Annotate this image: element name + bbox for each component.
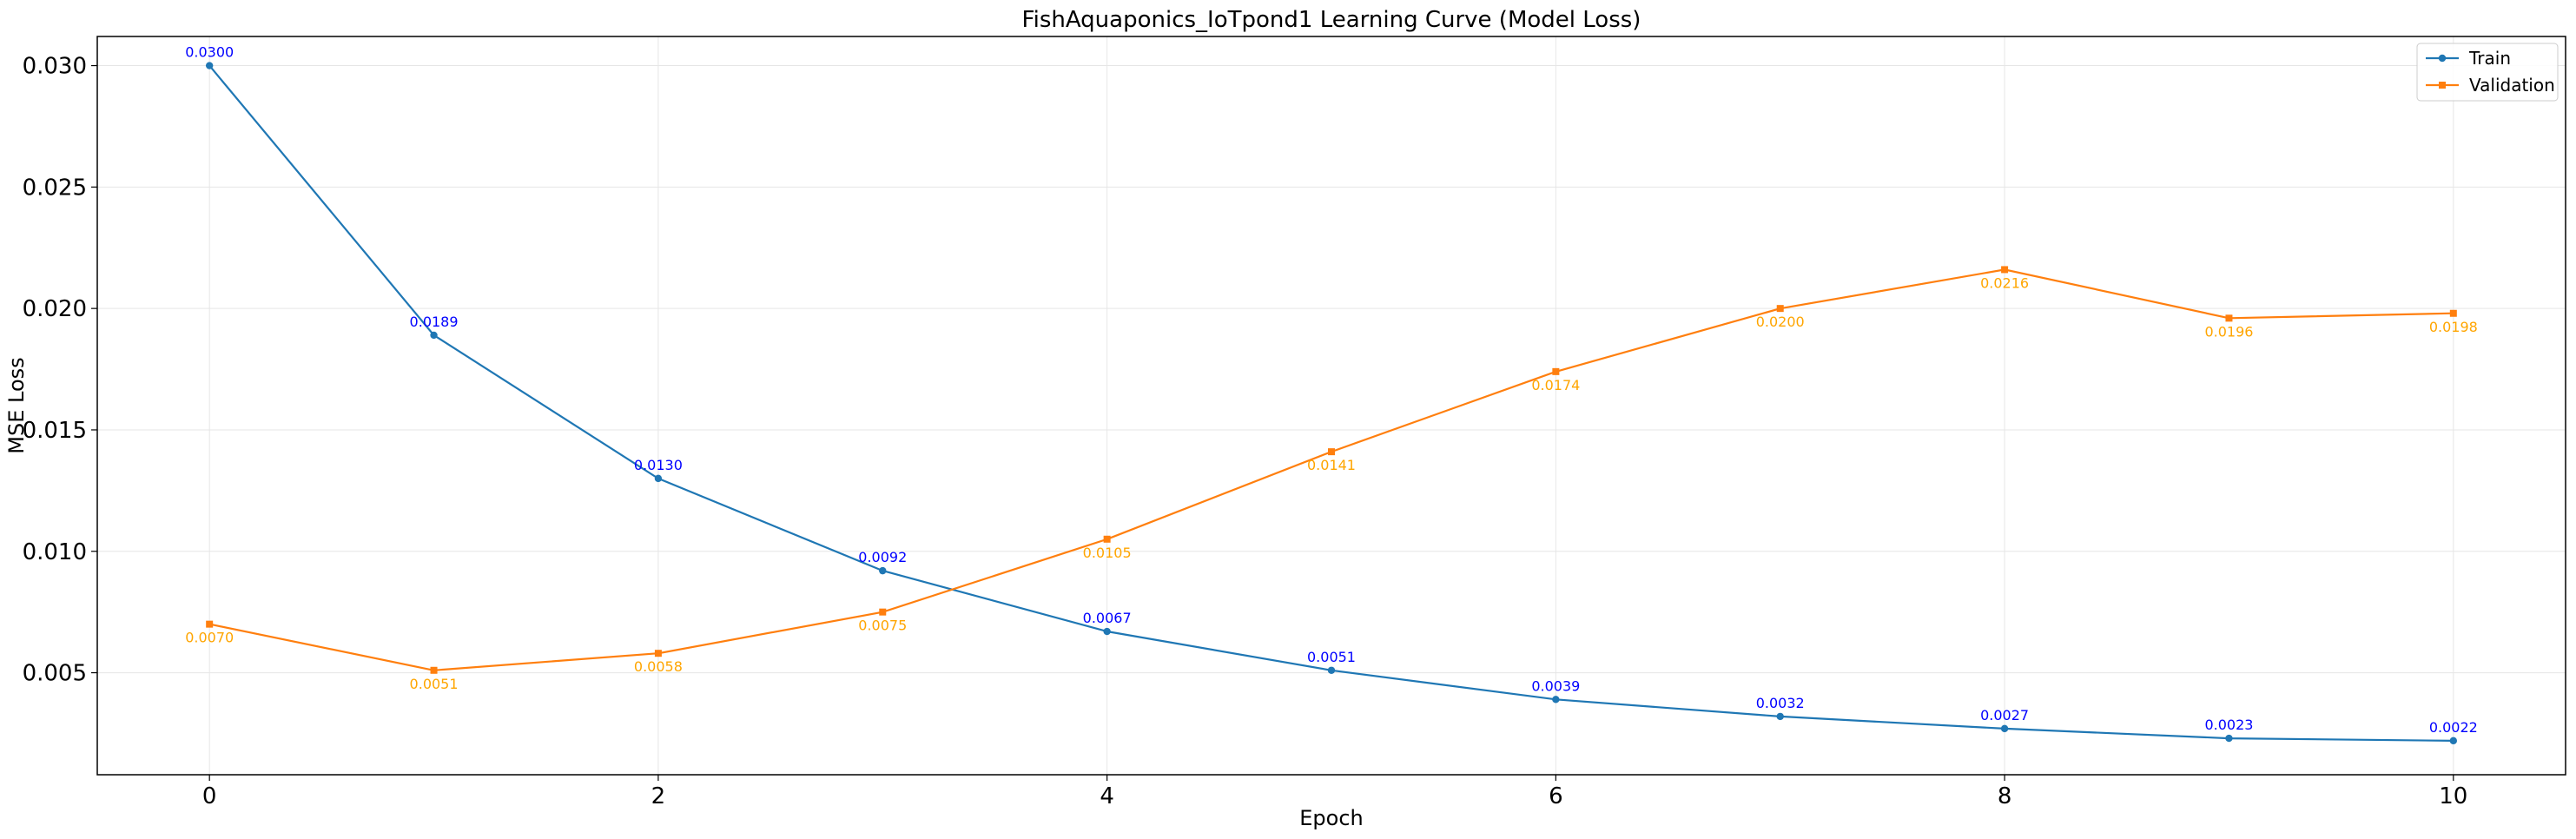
validation-data-label-2: 0.0058 [634, 658, 683, 675]
validation-point-8 [2001, 266, 2009, 274]
legend: Train Validation [2416, 43, 2559, 102]
validation-data-label-1: 0.0051 [410, 676, 459, 692]
validation-data-label-8: 0.0216 [1980, 274, 2029, 291]
train-data-label-10: 0.0022 [2429, 719, 2478, 736]
validation-data-label-3: 0.0075 [858, 618, 907, 634]
series-layer: 0.03000.01890.01300.00920.00670.00510.00… [185, 44, 2478, 745]
validation-point-10 [2449, 309, 2457, 317]
train-data-label-8: 0.0027 [1980, 707, 2029, 723]
validation-point-0 [206, 620, 214, 628]
train-line [208, 64, 2454, 742]
validation-data-label-6: 0.0174 [1531, 377, 1580, 393]
legend-marker-validation [2439, 82, 2446, 89]
legend-label-train: Train [2468, 48, 2511, 69]
y-tick-label-5: 0.030 [23, 54, 87, 80]
train-data-label-3: 0.0092 [858, 549, 907, 565]
x-tick-label-3: 6 [1549, 783, 1563, 809]
y-axis: 0.005 0.010 0.015 0.020 0.025 0.030 [23, 54, 97, 687]
validation-data-label-4: 0.0105 [1083, 545, 1132, 561]
series-train: 0.03000.01890.01300.00920.00670.00510.00… [185, 44, 2478, 745]
train-data-label-6: 0.0039 [1531, 677, 1580, 694]
train-point-10 [2449, 737, 2458, 745]
validation-point-4 [1103, 535, 1111, 543]
x-tick-label-4: 8 [1998, 783, 2012, 809]
x-axis-label: Epoch [1299, 806, 1364, 830]
y-tick-label-2: 0.015 [23, 418, 87, 444]
train-data-label-1: 0.0189 [410, 314, 459, 330]
train-data-label-7: 0.0032 [1756, 695, 1805, 711]
legend-label-validation: Validation [2469, 75, 2555, 96]
validation-data-label-0: 0.0070 [185, 630, 234, 646]
validation-point-7 [1776, 305, 1784, 313]
y-tick-label-0: 0.005 [23, 661, 87, 687]
validation-point-2 [654, 650, 662, 657]
train-data-label-9: 0.0023 [2204, 717, 2253, 733]
y-tick-label-4: 0.025 [23, 175, 87, 201]
x-tick-label-1: 2 [651, 783, 666, 809]
series-validation: 0.0070 0.0051 0.0058 0.0075 0.0105 0.0141 0.01… [185, 266, 2478, 692]
validation-point-1 [430, 666, 438, 674]
validation-point-3 [879, 608, 887, 616]
train-point-4 [1103, 627, 1111, 636]
train-point-0 [205, 62, 214, 69]
train-data-label-5: 0.0051 [1307, 649, 1356, 665]
train-point-8 [2000, 724, 2009, 733]
chart-title: FishAquaponics_IoTpond1 Learning Curve (… [1022, 7, 1641, 33]
x-tick-label-0: 0 [202, 783, 217, 809]
train-point-7 [1776, 712, 1784, 721]
train-data-label-0: 0.0300 [185, 44, 234, 61]
validation-point-5 [1328, 448, 1335, 456]
y-tick-label-1: 0.010 [23, 539, 87, 565]
validation-data-label-10: 0.0198 [2429, 319, 2478, 335]
validation-point-9 [2225, 314, 2233, 322]
validation-data-label-9: 0.0196 [2204, 323, 2253, 340]
train-data-label-4: 0.0067 [1083, 610, 1132, 626]
validation-data-label-7: 0.0200 [1756, 314, 1805, 330]
x-tick-label-2: 4 [1100, 783, 1114, 809]
train-point-6 [1552, 696, 1560, 704]
train-point-3 [879, 566, 887, 575]
validation-point-6 [1552, 367, 1560, 375]
plot-area-frame [96, 36, 2566, 776]
x-tick-label-5: 10 [2439, 783, 2467, 809]
train-point-9 [2225, 734, 2233, 743]
x-axis: 0 2 4 6 8 10 [202, 775, 2467, 809]
validation-data-label-5: 0.0141 [1307, 457, 1356, 473]
y-axis-label: MSE Loss [4, 357, 29, 453]
train-point-1 [430, 331, 438, 340]
train-point-5 [1327, 666, 1336, 674]
grid-lines [97, 36, 2566, 775]
legend-marker-train [2438, 54, 2447, 63]
train-point-2 [654, 474, 663, 483]
y-tick-label-3: 0.020 [23, 296, 87, 322]
train-data-label-2: 0.0130 [634, 457, 683, 473]
